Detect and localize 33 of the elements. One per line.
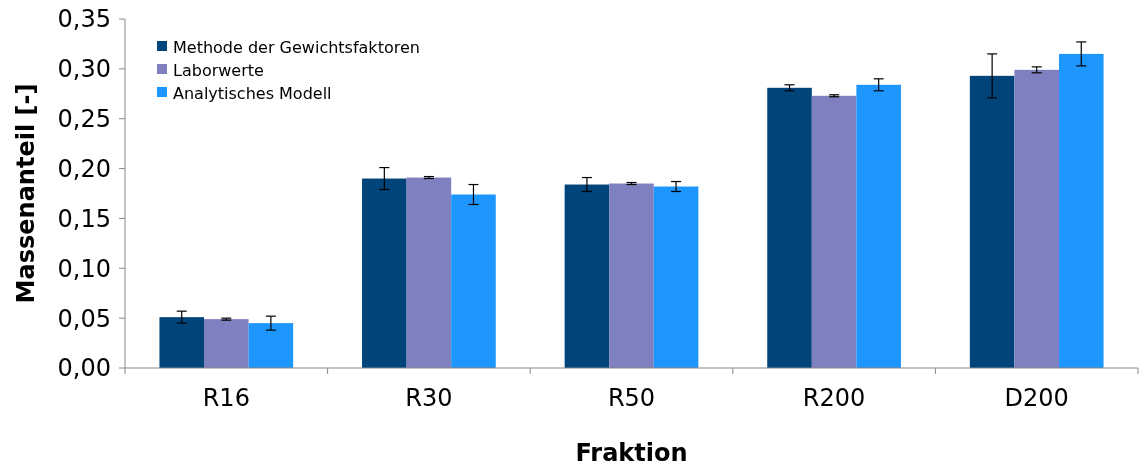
bar [811, 95, 857, 368]
y-tick-label: 0,00 [57, 354, 111, 383]
x-tick-label: R50 [607, 384, 656, 412]
legend-label: Methode der Gewichtsfaktoren [173, 37, 420, 57]
bar [159, 317, 205, 368]
x-axis-title: Fraktion [575, 439, 688, 467]
x-tick-label: R16 [202, 384, 250, 412]
y-axis-title: Massenanteil [-] [12, 83, 40, 304]
y-tick-label: 0,35 [57, 5, 111, 34]
bar [856, 84, 901, 368]
y-tick-label: 0,15 [57, 204, 111, 233]
x-tick-label: R200 [802, 384, 866, 412]
y-tick-label: 0,30 [57, 55, 111, 84]
bar [1058, 53, 1104, 368]
legend-label: Analytisches Modell [173, 83, 332, 103]
bar [248, 323, 294, 368]
x-tick-label: R30 [405, 384, 453, 412]
bar [204, 319, 249, 368]
bar [767, 87, 812, 368]
y-tick-label: 0,10 [57, 254, 111, 283]
y-tick-label: 0,20 [57, 154, 111, 183]
x-tick-label: D200 [1004, 384, 1069, 412]
y-tick-label: 0,05 [57, 304, 111, 333]
bar [564, 184, 610, 368]
bar [362, 178, 407, 368]
legend-label: Laborwerte [173, 60, 264, 80]
bar [406, 177, 452, 368]
bar [451, 194, 496, 368]
y-tick-label: 0,25 [57, 105, 111, 134]
bar [1014, 69, 1059, 368]
bar [653, 186, 699, 368]
bar [969, 75, 1015, 368]
bar [609, 183, 654, 368]
